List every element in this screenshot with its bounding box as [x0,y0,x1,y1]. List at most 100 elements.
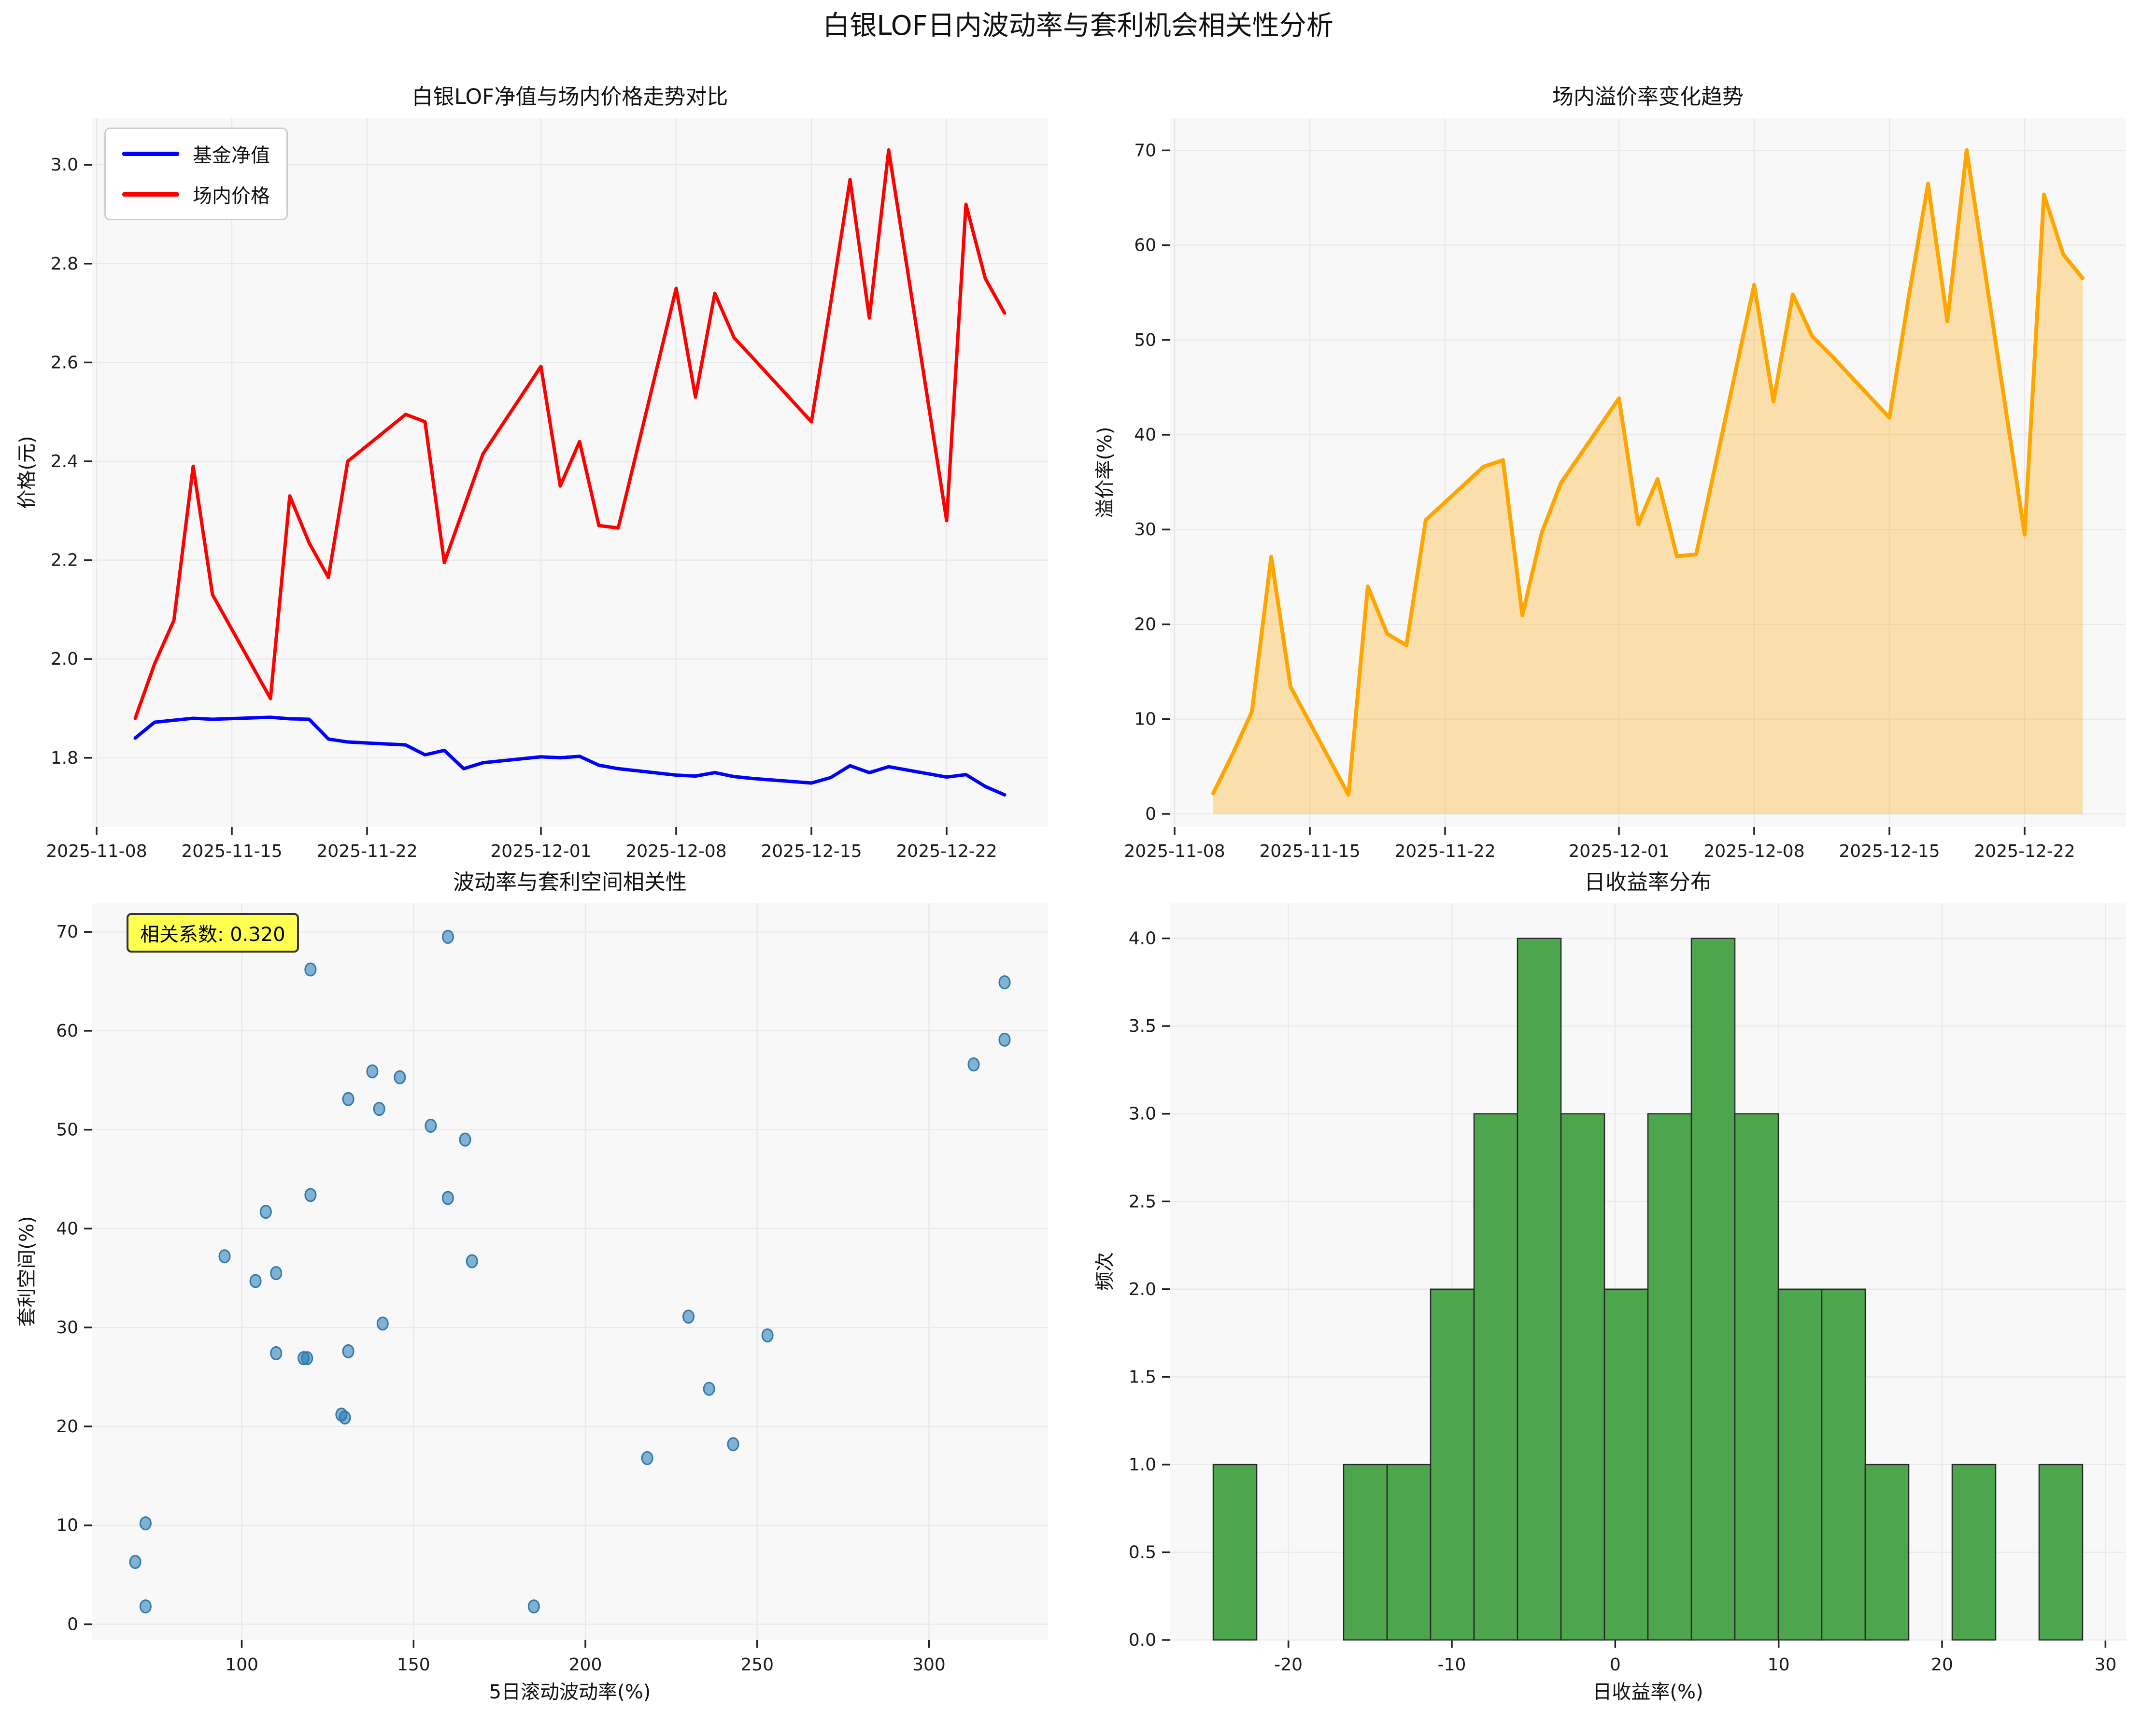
y-tick-label: 3.5 [1129,1016,1156,1036]
scatter-point [342,1092,355,1106]
x-tick-label: 10 [1768,1655,1790,1675]
plot-area [92,118,1048,827]
scatter-point [441,1191,454,1205]
scatter-point [249,1274,262,1288]
scatter-point [967,1057,980,1072]
x-tick-label: 2025-12-08 [625,841,726,861]
histogram-bar [1777,1288,1823,1641]
histogram-bar [1821,1288,1866,1641]
y-tick-label: 30 [1134,520,1156,540]
histogram-bar [1647,1113,1692,1641]
scatter-point [998,975,1011,990]
legend-item-price: 场内价格 [122,180,270,208]
y-tick-label: 70 [1134,141,1156,160]
x-tick-label: 200 [569,1655,602,1675]
x-tick-label: 2025-11-08 [1124,841,1225,861]
histogram-bar [1517,938,1562,1641]
y-axis-label-arb-space: 套利空间(%) [16,1216,38,1327]
scatter-point [459,1132,471,1147]
y-tick-label: 20 [56,1417,78,1437]
y-axis-label-premium: 溢价率(%) [1094,427,1116,518]
y-tick-label: 20 [1134,614,1156,634]
y-axis-label-frequency: 频次 [1094,1252,1116,1291]
chart-premium-trend: 2025-11-08 2025-11-15 2025-11-22 2025-12-01… [1078,29,2156,884]
scatter-point [139,1516,152,1531]
y-tick-label: 2.5 [1129,1192,1156,1211]
legend-label-nav: 基金净值 [193,144,270,167]
plot-area [92,903,1048,1640]
histogram-bar [1430,1288,1475,1641]
premium-trend-plot: 2025-11-08 2025-11-15 2025-11-22 2025-12-01… [1124,118,2126,861]
x-tick-label: 30 [2094,1655,2116,1675]
y-tick-label: 4.0 [1129,929,1156,949]
scatter-point [304,962,317,977]
price-comparison-plot: 2025-11-08 2025-11-15 2025-11-22 2025-12-01… [46,118,1048,861]
x-tick-label: 2025-11-08 [46,841,147,861]
y-tick-label: 0.0 [1129,1630,1156,1650]
scatter-point [139,1599,152,1614]
y-tick-label: 2.0 [1129,1280,1156,1299]
correlation-annotation: 相关系数: 0.320 [127,913,299,953]
histogram-bar [1690,938,1736,1641]
scatter-point [998,1032,1011,1047]
scatter-point [270,1346,283,1360]
scatter-point [425,1118,437,1133]
x-axis-label-daily-return: 日收益率(%) [1592,1681,1703,1703]
histogram-bar [1864,1464,1910,1641]
histogram-bar [1951,1464,1997,1641]
y-tick-label: 40 [1134,425,1156,445]
x-tick-label: 20 [1931,1655,1953,1675]
y-tick-label: 50 [1134,330,1156,350]
plot-area [1170,118,2126,827]
y-tick-label: 1.5 [1129,1367,1156,1387]
vol-arb-scatter-plot: 100 150 200 250 300 0 10 20 30 40 50 60 70 [56,903,1048,1675]
y-tick-label: 3.0 [51,155,78,175]
x-tick-label: 2025-12-22 [896,841,997,861]
y-tick-label: 0 [1145,804,1156,824]
x-tick-label: 2025-12-08 [1703,841,1804,861]
legend-label-price: 场内价格 [193,185,270,207]
x-tick-label: -20 [1274,1655,1303,1675]
x-tick-label: 2025-12-01 [1568,841,1669,861]
y-tick-label: 0 [67,1614,78,1634]
x-axis-label-volatility: 5日滚动波动率(%) [489,1681,651,1703]
premium-area-fill [1213,150,2083,814]
scatter-point [339,1411,351,1425]
histogram-bar [1386,1464,1432,1641]
chart-title-price-comparison: 白银LOF净值与场内价格走势对比 [411,85,728,109]
scatter-point [394,1070,406,1084]
x-tick-label: 2025-11-22 [1394,841,1495,861]
scatter-point [259,1205,272,1219]
y-tick-label: 2.0 [51,649,78,669]
y-tick-label: 2.8 [51,254,78,274]
x-tick-label: 2025-11-15 [1259,841,1360,861]
y-tick-label: 10 [56,1516,78,1536]
chart-vol-arb-scatter: 100 150 200 250 300 0 10 20 30 40 50 60 70 波动率与套利空间相… [0,855,1078,1710]
line-series-nav [133,715,1007,797]
x-tick-label: 2025-12-15 [1839,841,1940,861]
y-tick-label: 70 [56,922,78,942]
line-series-price [133,148,1007,720]
scatter-point [218,1249,231,1264]
y-tick-label: 2.6 [51,353,78,372]
histogram-bar [1212,1464,1258,1641]
scatter-point [466,1254,478,1268]
histogram-bar [1603,1288,1649,1641]
scatter-point [703,1382,715,1396]
scatter-point [366,1064,379,1079]
scatter-point [376,1316,389,1331]
y-tick-label: 1.8 [51,748,78,768]
y-tick-label: 1.0 [1129,1455,1156,1475]
scatter-point [270,1266,283,1281]
x-tick-label: -10 [1438,1655,1466,1675]
chart-title-premium-trend: 场内溢价率变化趋势 [1552,85,1744,109]
scatter-point [441,929,454,944]
histogram-bar [1343,1464,1388,1641]
x-tick-label: 150 [397,1655,430,1675]
chart-price-comparison: 2025-11-08 2025-11-15 2025-11-22 2025-12-01… [0,29,1078,884]
chart-title-vol-arb: 波动率与套利空间相关性 [453,870,687,895]
scatter-point [727,1437,739,1452]
chart-title-returns-hist: 日收益率分布 [1584,870,1712,895]
y-tick-label: 3.0 [1129,1104,1156,1124]
y-tick-label: 40 [56,1219,78,1239]
